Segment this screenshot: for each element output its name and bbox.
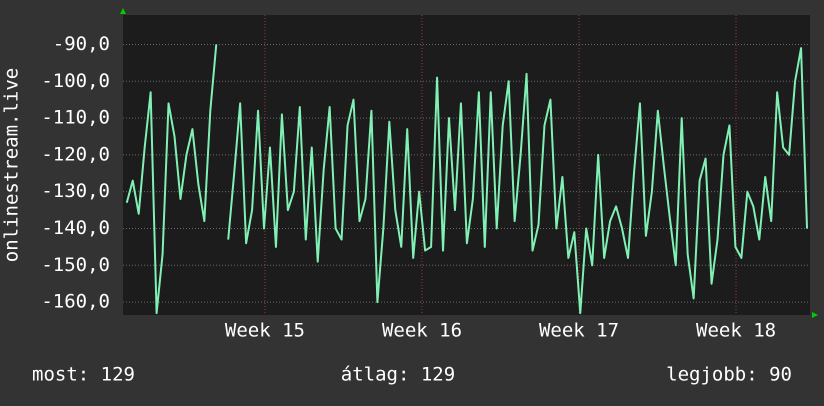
footer-average: átlag: 129 [341,364,455,386]
x-tick-label: Week 16 [382,320,462,342]
x-axis-arrow [812,312,818,318]
footer-best: legjobb: 90 [666,364,792,386]
y-tick-label: -160,0 [41,291,110,313]
y-tick-label: -100,0 [41,70,110,92]
data-line [125,44,809,315]
x-tick-label: Week 18 [696,320,776,342]
x-tick-label: Week 17 [539,320,619,342]
plot-area [123,15,810,315]
x-tick-label: Week 15 [225,320,305,342]
y-axis-arrow [120,8,126,14]
footer-current: most: 129 [32,364,135,386]
y-tick-label: -90,0 [53,33,110,55]
y-tick-label: -110,0 [41,107,110,129]
y-axis-label: onlinestream.live [1,68,23,262]
y-tick-label: -120,0 [41,143,110,165]
y-tick-label: -150,0 [41,254,110,276]
y-tick-label: -130,0 [41,180,110,202]
y-tick-label: -140,0 [41,217,110,239]
